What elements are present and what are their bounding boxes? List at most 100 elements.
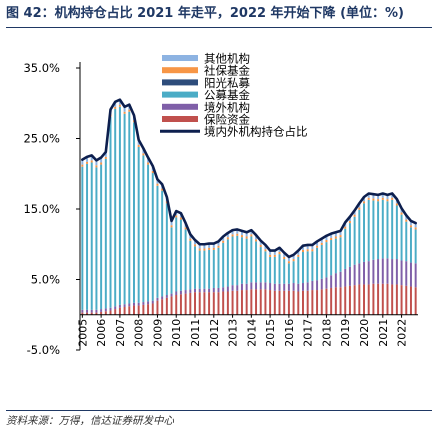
bar-segment	[128, 111, 131, 304]
bar-segment	[372, 194, 375, 199]
bar-segment	[240, 230, 243, 236]
bar-segment	[236, 290, 239, 315]
bar-segment	[287, 283, 290, 291]
bar-segment	[283, 256, 286, 260]
bar-segment	[395, 203, 398, 206]
x-tick-label: 2007	[114, 319, 127, 347]
bar-segment	[156, 179, 159, 184]
bar-segment	[386, 199, 389, 202]
bar-segment	[226, 239, 229, 287]
bar-segment	[128, 303, 131, 307]
bar-segment	[240, 235, 243, 238]
bar-segment	[358, 263, 361, 285]
bar-segment	[90, 312, 93, 315]
x-tick-label: 2015	[264, 319, 277, 347]
legend-label: 境外机构	[204, 100, 250, 114]
bar-segment	[330, 237, 333, 241]
bar-segment	[203, 248, 206, 251]
bar-segment	[147, 304, 150, 315]
x-tick-label: 2019	[339, 319, 352, 347]
x-tick-label: 2014	[245, 319, 258, 347]
bar-segment	[259, 244, 262, 248]
bar-segment	[325, 242, 328, 278]
bar-segment	[100, 309, 103, 312]
bar-segment	[344, 268, 347, 287]
bar-segment	[137, 144, 140, 147]
bar-segment	[245, 236, 248, 239]
bar-segment	[330, 233, 333, 238]
bar-segment	[348, 285, 351, 315]
x-tick-label: 2021	[377, 319, 390, 347]
legend-swatch	[162, 103, 198, 110]
bar-segment	[114, 106, 117, 109]
holding-ratio-line	[81, 98, 417, 259]
bar-segment	[236, 233, 239, 236]
bar-segment	[133, 302, 135, 306]
bar-segment	[90, 160, 93, 163]
bar-segment	[386, 194, 389, 200]
bar-segment	[231, 290, 234, 315]
legend-label: 保险资金	[204, 113, 250, 127]
bar-segment	[137, 146, 140, 303]
bar-segment	[165, 297, 168, 315]
x-tick-label: 2009	[152, 319, 165, 347]
bar-segment	[395, 284, 398, 315]
bar-segment	[283, 290, 286, 315]
bar-segment	[405, 285, 408, 315]
bar-segment	[250, 289, 253, 315]
bar-segment	[222, 236, 225, 241]
bar-segment	[175, 291, 178, 296]
bar-segment	[156, 297, 159, 301]
bar-segment	[363, 203, 365, 262]
bar-segment	[250, 230, 253, 235]
bar-segment	[194, 246, 196, 289]
bar-segment	[179, 219, 182, 291]
bar-segment	[334, 232, 337, 237]
bar-segment	[330, 240, 333, 276]
y-tick-label: 15.0%	[23, 202, 60, 216]
bar-segment	[194, 240, 196, 245]
bar-segment	[269, 283, 272, 291]
bar-segment	[175, 215, 178, 218]
bar-segment	[363, 284, 365, 315]
bar-segment	[311, 280, 314, 291]
bar-segment	[114, 306, 117, 310]
bar-segment	[339, 235, 342, 238]
legend-label: 其他机构	[204, 52, 250, 66]
bar-segment	[278, 254, 281, 284]
bar-segment	[245, 290, 248, 315]
bar-segment	[264, 289, 267, 315]
bar-segment	[203, 244, 206, 249]
bar-segment	[320, 289, 323, 315]
bar-segment	[151, 300, 154, 304]
bar-segment	[194, 288, 196, 293]
bar-segment	[377, 283, 380, 315]
bar-segment	[264, 251, 267, 283]
bar-segment	[334, 236, 337, 239]
bar-segment	[208, 249, 211, 289]
bar-segment	[198, 244, 201, 249]
bar-segment	[334, 287, 337, 315]
bar-segment	[245, 283, 248, 291]
bar-segment	[306, 249, 309, 252]
source-divider	[6, 410, 432, 411]
bar-segment	[278, 283, 281, 291]
bar-segment	[259, 240, 262, 245]
bar-segment	[128, 109, 131, 112]
y-tick-label: -5.0%	[27, 343, 60, 357]
bar-segment	[264, 282, 267, 290]
bar-segment	[189, 234, 192, 239]
figure-title: 图 42：机构持仓占比 2021 年走平，2022 年开始下降 (单位：%)	[6, 6, 404, 21]
bar-segment	[255, 235, 258, 240]
bar-segment	[325, 235, 328, 241]
bar-segment	[217, 287, 220, 293]
bar-segment	[184, 293, 187, 315]
legend-swatch	[162, 116, 198, 122]
bar-segment	[330, 287, 333, 315]
bar-segment	[414, 229, 417, 264]
bar-segment	[170, 220, 173, 226]
x-tick-label: 2018	[321, 319, 334, 347]
bar-segment	[217, 241, 220, 246]
bar-segment	[170, 296, 173, 315]
bar-segment	[147, 164, 150, 302]
